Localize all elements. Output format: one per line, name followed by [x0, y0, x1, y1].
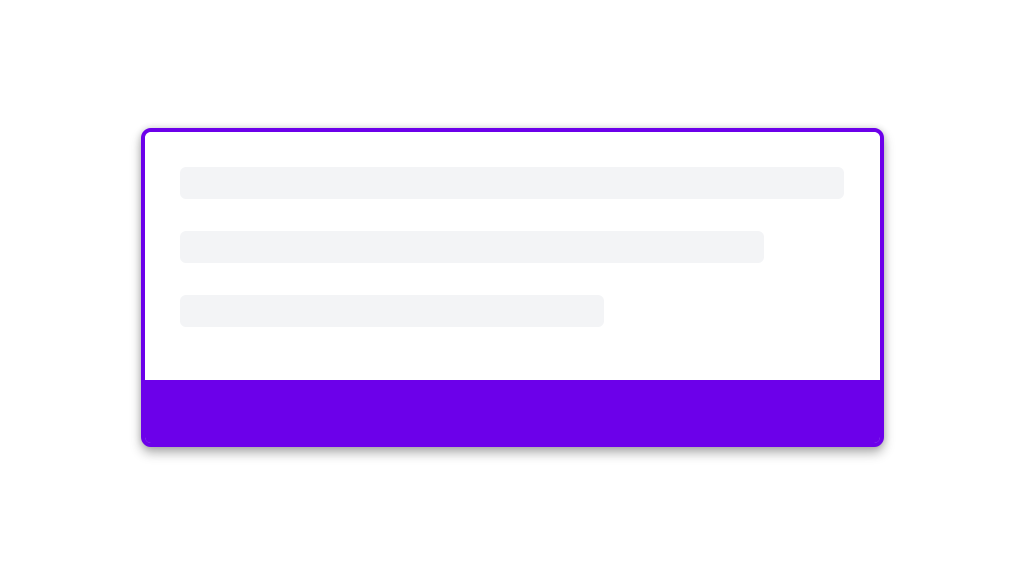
skeleton-line: [180, 231, 764, 263]
card: [141, 128, 884, 447]
card-footer-bar: [145, 380, 880, 443]
skeleton-line: [180, 295, 604, 327]
card-body: [145, 132, 880, 380]
skeleton-line: [180, 167, 844, 199]
